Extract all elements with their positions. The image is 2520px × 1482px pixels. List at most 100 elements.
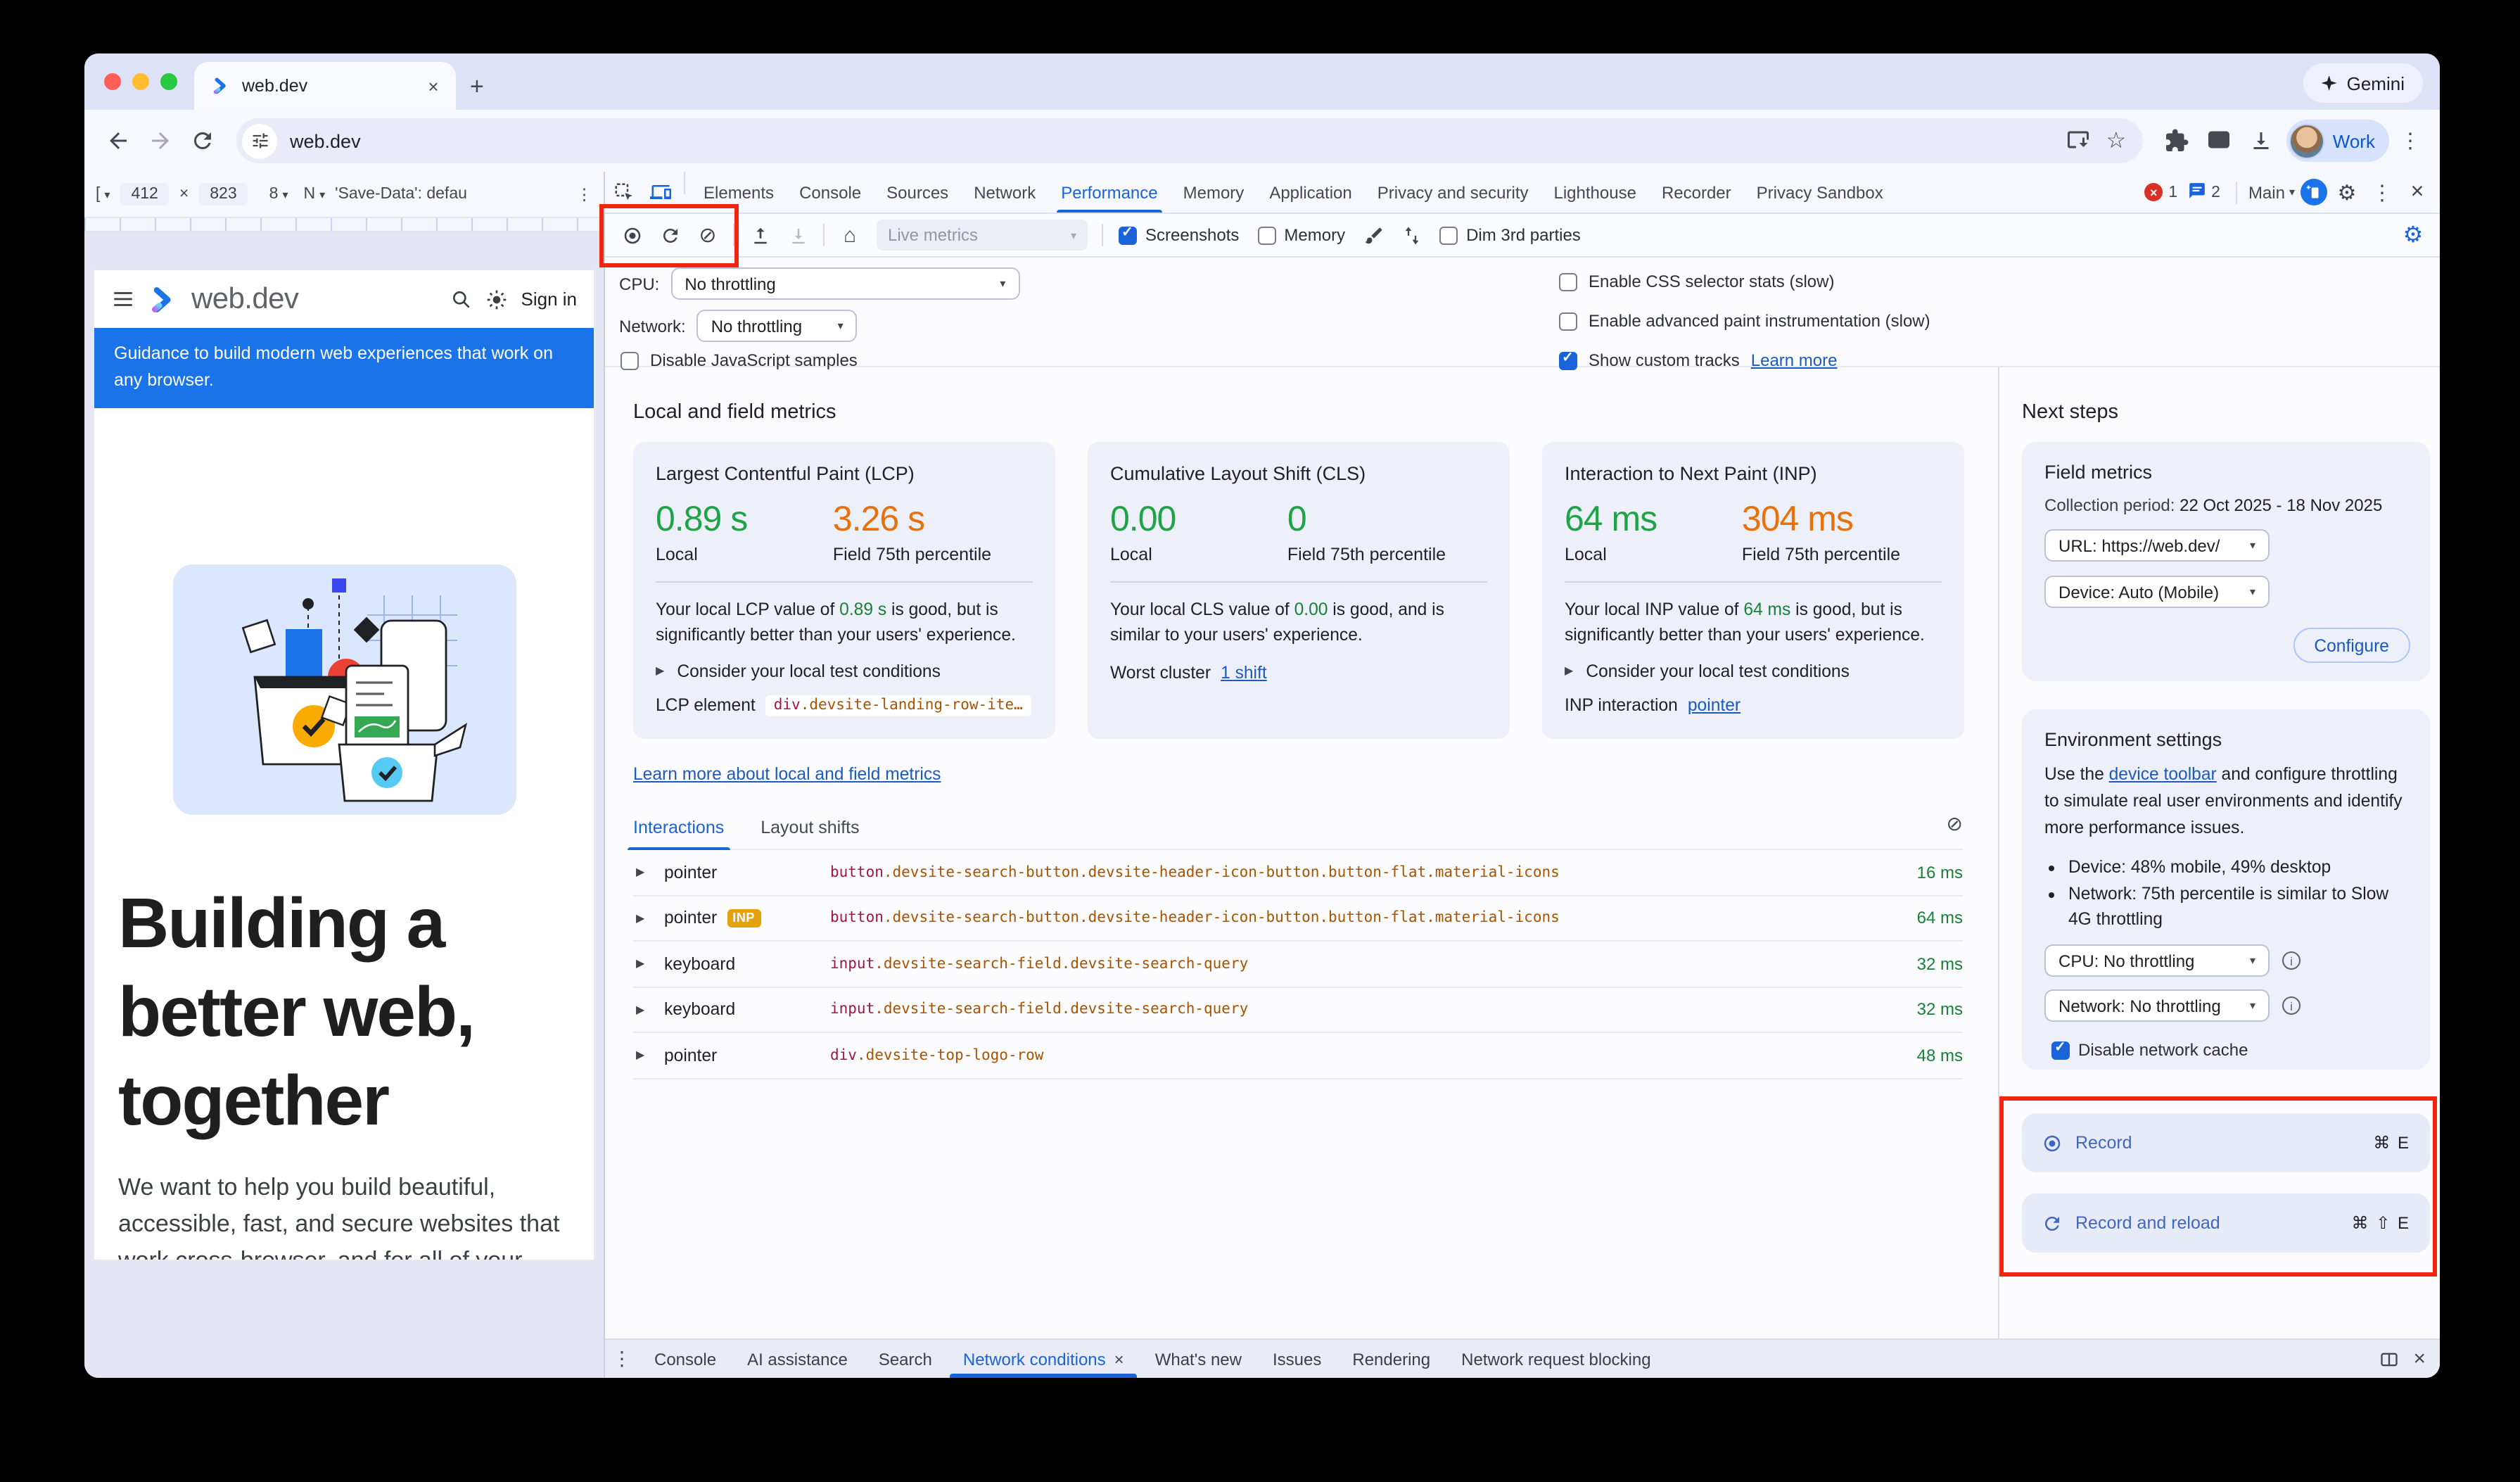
tab-console[interactable]: Console <box>799 182 862 202</box>
tab-layout-shifts[interactable]: Layout shifts <box>761 818 860 837</box>
table-row[interactable]: pointer div.devsite-top-logo-row 48 ms <box>633 1033 1963 1079</box>
search-tabs-icon[interactable] <box>2199 121 2239 160</box>
clear-interactions-icon[interactable] <box>1947 812 1963 836</box>
inp-interaction-link[interactable]: pointer <box>1687 695 1741 715</box>
error-count[interactable]: 1 <box>2168 184 2178 201</box>
device-toolbar-toggle-icon[interactable] <box>642 172 678 213</box>
device-ai-icon[interactable] <box>2301 179 2327 205</box>
drawer-tab-network-request-blocking[interactable]: Network request blocking <box>1461 1349 1651 1369</box>
search-icon[interactable] <box>451 288 473 310</box>
browser-menu-icon[interactable] <box>2395 127 2426 154</box>
context-select[interactable]: Main <box>2248 182 2295 202</box>
site-settings-icon[interactable] <box>242 123 277 158</box>
devtools-close-icon[interactable] <box>2403 179 2431 205</box>
close-window-button[interactable] <box>104 73 121 90</box>
browser-tab[interactable]: web.dev × <box>194 62 456 110</box>
webdev-logo-icon[interactable] <box>148 284 179 315</box>
tab-performance[interactable]: Performance <box>1048 172 1170 213</box>
device-height-input[interactable]: 823 <box>198 183 248 205</box>
issues-icon[interactable] <box>2187 181 2206 203</box>
cpu-info-icon[interactable] <box>2282 951 2301 970</box>
tab-sources[interactable]: Sources <box>886 182 949 202</box>
network-info-icon[interactable] <box>2282 996 2301 1015</box>
collect-garbage-icon[interactable] <box>1394 218 1428 252</box>
paint-flushing-icon[interactable] <box>1356 218 1390 252</box>
drawer-tab-network-conditions[interactable]: Network conditions × <box>948 1340 1140 1378</box>
configure-button[interactable]: Configure <box>2293 628 2410 663</box>
save-data-label[interactable]: 'Save-Data': defau <box>335 186 467 203</box>
field-device-select[interactable]: Device: Auto (Mobile) <box>2044 576 2270 608</box>
drawer-tab-close-icon[interactable]: × <box>1114 1349 1124 1369</box>
tab-memory[interactable]: Memory <box>1183 182 1245 202</box>
memory-checkbox[interactable]: Memory <box>1250 225 1352 245</box>
learn-more-metrics-link[interactable]: Learn more about local and field metrics <box>633 764 941 784</box>
forward-button[interactable] <box>141 121 180 160</box>
drawer-tab-issues[interactable]: Issues <box>1273 1349 1322 1369</box>
drawer-menu-icon[interactable] <box>605 1340 639 1378</box>
bookmark-star-icon[interactable]: ☆ <box>2106 129 2127 153</box>
address-bar[interactable]: web.dev ☆ <box>236 118 2143 163</box>
table-row[interactable]: keyboard input.devsite-search-field.devs… <box>633 987 1963 1033</box>
env-network-select[interactable]: Network: No throttling <box>2044 989 2270 1022</box>
downloads-icon[interactable] <box>2241 121 2281 160</box>
disable-js-samples-checkbox[interactable]: Disable JavaScript samples <box>613 350 865 370</box>
env-cpu-select[interactable]: CPU: No throttling <box>2044 944 2270 977</box>
drawer-tab-whats-new[interactable]: What's new <box>1154 1349 1242 1369</box>
reload-button[interactable] <box>183 121 222 160</box>
install-icon[interactable] <box>2058 121 2098 160</box>
extensions-icon[interactable] <box>2157 121 2196 160</box>
split-panel-icon[interactable] <box>2379 1349 2399 1369</box>
inp-expander[interactable]: Consider your local test conditions <box>1565 661 1942 681</box>
drawer-close-icon[interactable] <box>2413 1347 2426 1371</box>
tab-recorder[interactable]: Recorder <box>1661 182 1731 202</box>
theme-toggle-icon[interactable] <box>486 288 509 310</box>
home-icon[interactable]: ⌂ <box>843 223 857 247</box>
css-selector-stats-checkbox[interactable]: Enable CSS selector stats (slow) <box>1552 272 1841 291</box>
drawer-tab-search[interactable]: Search <box>878 1349 932 1369</box>
table-row[interactable]: keyboard input.devsite-search-field.devs… <box>633 942 1963 987</box>
save-profile-icon[interactable] <box>781 218 815 252</box>
tab-close-icon[interactable]: × <box>428 75 439 96</box>
error-badge-icon[interactable]: × <box>2144 183 2163 201</box>
field-url-select[interactable]: URL: https://web.dev/ <box>2044 529 2270 562</box>
devtools-menu-icon[interactable] <box>2367 179 2398 205</box>
gemini-button[interactable]: Gemini <box>2303 63 2423 103</box>
clear-icon[interactable]: ⊘ <box>699 223 717 247</box>
disable-network-cache-checkbox[interactable]: Disable network cache <box>2044 1041 2407 1060</box>
record-icon[interactable] <box>615 218 649 252</box>
devtools-settings-icon[interactable] <box>2333 179 2361 205</box>
screenshots-checkbox[interactable]: Screenshots <box>1112 225 1246 245</box>
zoom-select[interactable]: 8 <box>269 186 288 203</box>
load-profile-icon[interactable] <box>743 218 777 252</box>
new-tab-button[interactable]: + <box>470 73 484 100</box>
throttle-select[interactable]: N <box>303 186 325 203</box>
tab-elements[interactable]: Elements <box>704 182 775 202</box>
minimize-window-button[interactable] <box>132 73 149 90</box>
issues-count[interactable]: 2 <box>2211 184 2220 201</box>
sign-in-button[interactable]: Sign in <box>521 289 578 310</box>
device-toolbar-link[interactable]: device toolbar <box>2108 764 2217 784</box>
capture-settings-icon[interactable] <box>2396 218 2430 252</box>
table-row[interactable]: pointer button.devsite-search-button.dev… <box>633 850 1963 896</box>
tab-lighthouse[interactable]: Lighthouse <box>1553 182 1636 202</box>
advanced-paint-checkbox[interactable]: Enable advanced paint instrumentation (s… <box>1552 311 1937 331</box>
drawer-tab-rendering[interactable]: Rendering <box>1352 1349 1431 1369</box>
profile-button[interactable]: Work <box>2286 120 2389 162</box>
device-width-input[interactable]: 412 <box>120 183 170 205</box>
window-controls[interactable] <box>84 53 194 110</box>
drawer-tab-console[interactable]: Console <box>654 1349 717 1369</box>
lcp-element-link[interactable]: div.devsite-landing-row-ite… <box>765 695 1031 716</box>
url-text[interactable]: web.dev <box>290 130 361 151</box>
brand-text[interactable]: web.dev <box>191 282 299 315</box>
dim-3rd-parties-checkbox[interactable]: Dim 3rd parties <box>1432 225 1588 245</box>
tab-application[interactable]: Application <box>1269 182 1352 202</box>
tab-interactions[interactable]: Interactions <box>628 806 730 850</box>
tab-privacy-security[interactable]: Privacy and security <box>1377 182 1529 202</box>
lcp-expander[interactable]: Consider your local test conditions <box>656 661 1033 681</box>
worst-cluster-link[interactable]: 1 shift <box>1221 662 1267 683</box>
drawer-tab-ai-assistance[interactable]: AI assistance <box>747 1349 848 1369</box>
record-and-reload-button[interactable]: Record and reload ⌘ ⇧ E <box>2022 1193 2430 1253</box>
inspect-element-icon[interactable] <box>605 172 642 213</box>
cpu-throttle-select[interactable]: No throttling <box>670 267 1020 300</box>
